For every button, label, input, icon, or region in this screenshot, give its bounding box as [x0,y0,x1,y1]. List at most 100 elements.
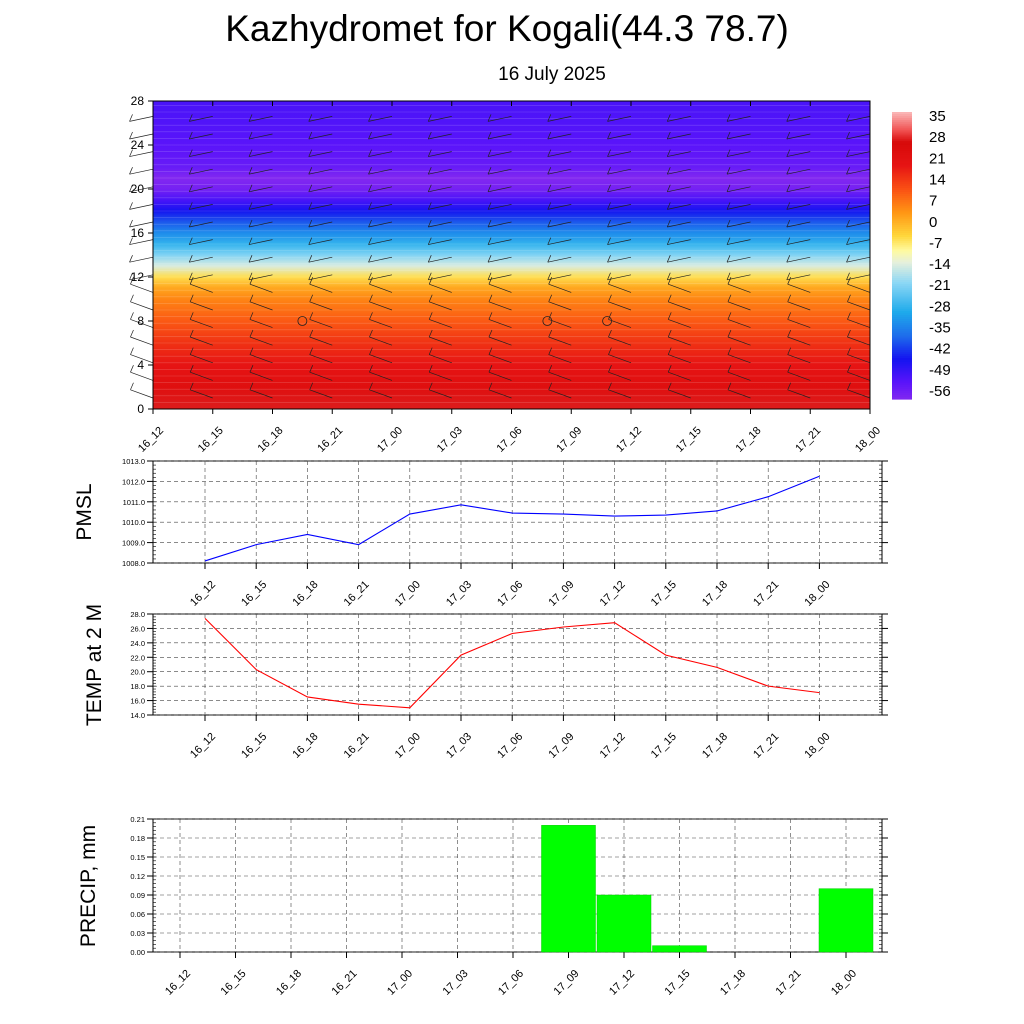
wind-barb [547,133,572,140]
colorbar-swatch [892,173,912,177]
wind-barb [309,354,333,364]
wind-barb [608,389,632,399]
wind-barb [487,133,512,140]
y-tick-label: 0.12 [130,872,145,881]
wind-barb [130,389,154,399]
wind-barb-flag [309,347,314,355]
wind-barb-flag [786,149,791,157]
colorbar-swatch [892,245,912,248]
colorbar-swatch [892,222,912,226]
wind-barb-flag [428,277,433,285]
colorbar-swatch [892,196,912,199]
colorbar-swatch [892,263,912,267]
wind-barb [249,336,273,346]
y-tick-label: 24.0 [130,639,145,648]
wind-barb-flag [666,255,671,263]
wind-barb [189,116,213,122]
wind-barb-flag [607,202,611,210]
colorbar-label: 21 [929,150,946,167]
colorbar-swatch [892,157,912,160]
colorbar-swatch [892,202,912,205]
colorbar-swatch [892,310,912,314]
wind-barb-flag [846,149,850,157]
colorbar-label: -35 [929,320,951,337]
y-tick-label: 0.00 [130,948,145,957]
wind-barb-flag [666,131,671,140]
colorbar-swatch [892,181,912,185]
wind-barb [369,301,393,311]
colorbar-swatch [892,140,912,144]
wind-barb-flag [786,184,791,192]
wind-barb [668,336,691,346]
wind-barb-flag [309,277,314,285]
colorbar-swatch [892,335,912,339]
wind-barb [429,319,452,328]
wind-barb [668,354,691,364]
colorbar-swatch [892,282,912,285]
wind-barb-flag [786,202,791,210]
wind-barb-flag [786,272,791,280]
wind-barb [786,186,811,193]
wind-barb [487,168,512,175]
y-tick-label: 28.0 [130,610,145,619]
x-tick-label: 17_12 [598,579,628,609]
wind-barb [607,274,632,281]
x-tick-label: 16_12 [188,731,218,761]
wind-barb-flag [308,219,313,228]
wind-barb [846,204,871,210]
wind-barb [786,151,811,157]
y-tick-label: 1010.0 [122,518,145,527]
x-tick-label: 16_15 [196,425,226,455]
x-tick-label: 17_15 [649,579,679,609]
wind-barb [369,336,393,346]
wind-barb [129,204,154,210]
wind-barb [249,371,273,381]
wind-barb [668,319,691,328]
wind-barb [607,186,632,193]
wind-barb-flag [308,149,313,157]
colorbar-swatch [892,280,912,283]
wind-barb-flag [548,277,553,285]
colorbar-swatch [892,198,912,201]
wind-barb-flag [189,329,194,338]
wind-barb-flag [309,294,314,302]
wind-barb [428,116,452,122]
wind-barb [726,133,751,140]
x-tick-label: 17_06 [495,425,525,455]
colorbar-swatch [892,341,912,345]
wind-barb [487,151,512,157]
colorbar-swatch [892,191,912,195]
wind-barb-flag [188,202,193,210]
wind-barb [308,239,333,245]
wind-barb-flag [727,365,732,373]
wind-barb-flag [487,237,492,245]
wind-barb [249,354,273,364]
colorbar-swatch [892,339,912,343]
wind-barb-flag [608,294,612,302]
wind-barb [129,116,154,122]
wind-barb-flag [727,382,732,390]
wind-barb-flag [189,347,194,355]
wind-barb [786,274,811,281]
y-tick-label: 18.0 [130,682,145,691]
wind-barb [249,319,273,328]
y-tick-label: 16 [131,226,145,240]
calm-wind-marker [297,316,308,326]
wind-barb-flag [726,237,731,245]
wind-barb-flag [129,237,133,245]
colorbar-label: -14 [929,256,951,273]
wind-barb-flag [846,272,850,280]
wind-barb [846,274,871,281]
wind-barb-flag [249,277,254,285]
wind-barb [130,336,154,346]
wind-barb-flag [667,294,672,302]
wind-barb [488,283,512,293]
wind-barb-flag [129,202,133,210]
colorbar-swatch [892,214,912,218]
wind-barb [249,389,273,399]
colorbar-swatch [892,159,912,162]
colorbar-swatch [892,200,912,203]
precip-bar [818,888,874,953]
colorbar-swatch [892,284,912,287]
wind-barb-flag [666,237,671,245]
